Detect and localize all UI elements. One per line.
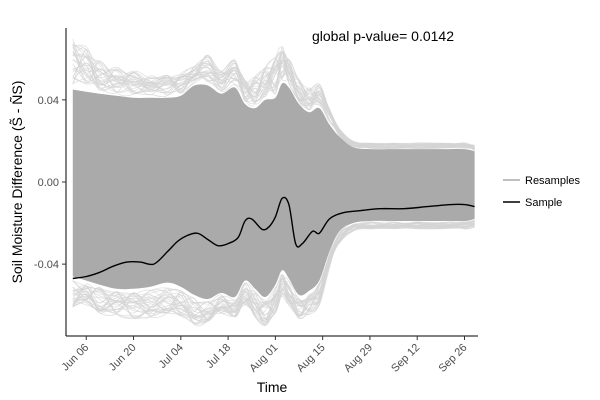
x-axis-title: Time — [257, 379, 288, 395]
resample-line — [72, 222, 475, 323]
x-tick-label: Jun 20 — [107, 342, 139, 374]
y-ticks: 0.04 0.00 -0.04 — [34, 95, 66, 271]
resample-line — [72, 221, 475, 324]
data-layer — [72, 38, 475, 327]
x-tick-label: Aug 15 — [295, 342, 328, 375]
y-axis-title: Soil Moisture Difference (S̃ - ÑS) — [9, 81, 25, 284]
legend: Resamples Sample — [503, 175, 581, 209]
x-tick-label: Jun 06 — [60, 342, 92, 374]
y-tick-label: -0.04 — [34, 259, 59, 271]
y-tick-label: 0.00 — [38, 177, 59, 189]
resample-line — [72, 43, 475, 151]
legend-label-sample: Sample — [525, 197, 562, 209]
x-tick-label: Aug 01 — [247, 342, 280, 375]
resample-band — [72, 82, 475, 300]
resample-line — [72, 52, 475, 149]
x-tick-label: Sep 12 — [389, 342, 422, 375]
x-tick-label: Aug 29 — [342, 342, 375, 375]
resample-line — [72, 45, 475, 148]
resample-line — [72, 222, 475, 319]
resample-line — [72, 219, 475, 326]
resample-line — [72, 53, 475, 148]
annotation-pvalue: global p-value= 0.0142 — [312, 28, 454, 44]
x-ticks: Jun 06 Jun 20 Jul 04 Jul 18 Aug 01 Aug 15 Aug … — [60, 336, 470, 375]
resample-lines — [72, 38, 475, 327]
x-tick-label: Sep 26 — [436, 342, 469, 375]
sample-line — [72, 196, 475, 280]
y-tick-label: 0.04 — [38, 95, 59, 107]
x-tick-label: Jul 04 — [157, 342, 186, 371]
resample-line — [72, 51, 475, 149]
x-tick-label: Jul 18 — [204, 342, 233, 371]
legend-label-resamples: Resamples — [525, 175, 581, 187]
resample-line — [72, 223, 475, 321]
resample-line — [72, 222, 475, 319]
